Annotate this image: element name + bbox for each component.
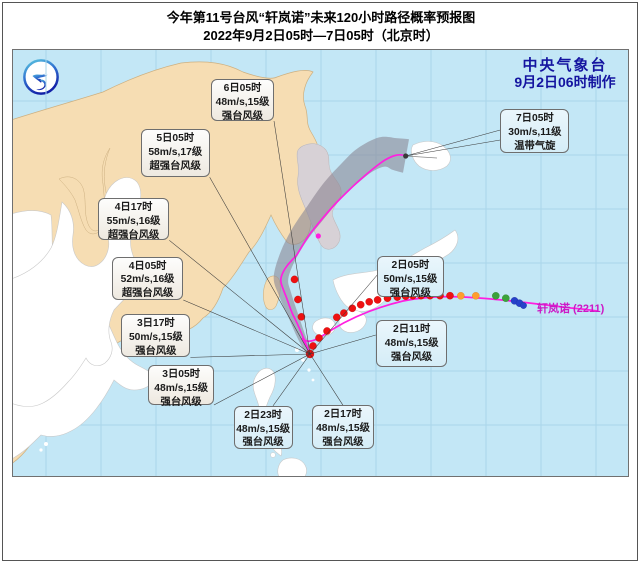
svg-text:9月2日06时制作: 9月2日06时制作 xyxy=(514,74,615,90)
svg-text:轩岚诺 (2211): 轩岚诺 (2211) xyxy=(537,301,605,315)
svg-text:中央气象台: 中央气象台 xyxy=(522,56,607,74)
